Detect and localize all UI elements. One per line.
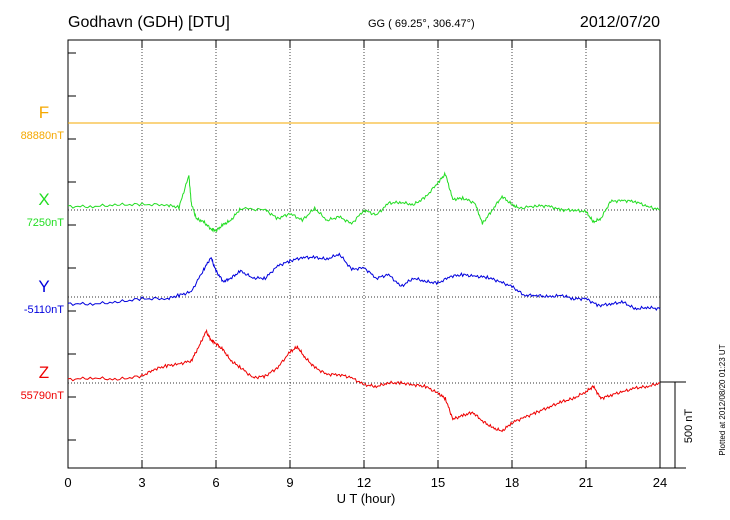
x-tick-label-12: 12 xyxy=(357,475,371,490)
series-name-x: X xyxy=(38,190,49,209)
x-axis-label: U T (hour) xyxy=(337,491,396,506)
scale-bar: 500 nT xyxy=(660,381,695,469)
x-tick-label-3: 3 xyxy=(138,475,145,490)
x-axis-ticks: 0 3 6 9 12 15 18 21 24 xyxy=(64,40,667,490)
plotted-note: Plotted at 2012/08/20 01:23 UT xyxy=(718,344,727,455)
series-name-z: Z xyxy=(39,363,49,382)
series-line-y xyxy=(67,252,661,311)
x-tick-label-15: 15 xyxy=(431,475,445,490)
date-label: 2012/07/20 xyxy=(580,14,660,31)
scale-bar-label: 500 nT xyxy=(683,409,695,444)
series-line-z xyxy=(67,328,661,433)
series-baseline-label-y: -5110nT xyxy=(24,304,64,316)
grid-lines xyxy=(141,40,587,468)
series-name-f: F xyxy=(39,103,49,122)
x-tick-label-9: 9 xyxy=(286,475,293,490)
station-coords: GG ( 69.25°, 306.47°) xyxy=(368,18,475,30)
series-name-y: Y xyxy=(38,277,49,296)
series-baseline-label-f: 88880nT xyxy=(21,130,65,142)
series-lines xyxy=(67,122,661,433)
station-title: Godhavn (GDH) [DTU] xyxy=(68,14,230,31)
x-tick-label-0: 0 xyxy=(64,475,71,490)
series-baseline-label-x: 7250nT xyxy=(27,217,65,229)
x-tick-label-6: 6 xyxy=(212,475,219,490)
series-baseline-label-z: 55790nT xyxy=(21,390,65,402)
left-ticks xyxy=(68,52,76,441)
series-labels: F 88880nT X 7250nT Y -5110nT Z 55790nT xyxy=(21,103,65,402)
x-tick-label-18: 18 xyxy=(505,475,519,490)
x-tick-label-21: 21 xyxy=(579,475,593,490)
x-tick-label-24: 24 xyxy=(653,475,667,490)
series-line-x xyxy=(67,171,661,233)
